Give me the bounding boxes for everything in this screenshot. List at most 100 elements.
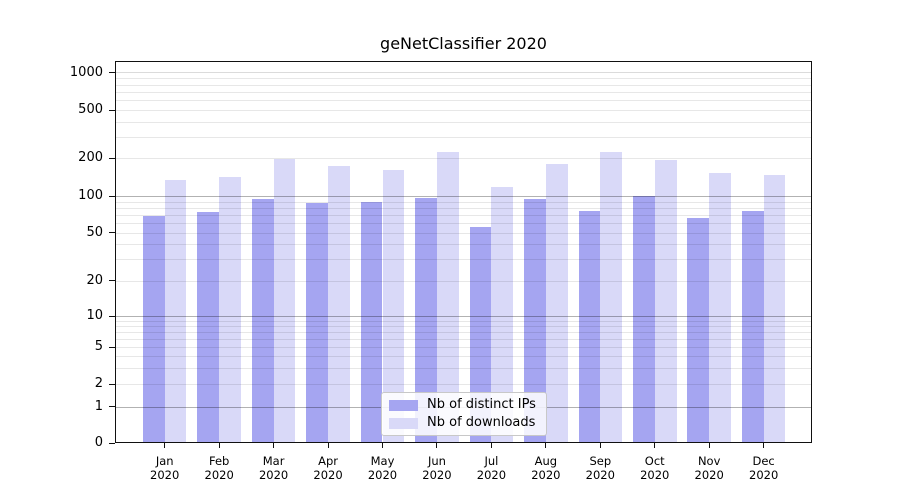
bar-mar-downloads <box>273 159 296 443</box>
y-tick-label-200: 200 <box>78 150 103 166</box>
gridline-y-40 <box>116 244 811 246</box>
x-tick-label-aug: Aug 2020 <box>516 454 576 482</box>
bar-feb-distinct-ips <box>197 211 220 443</box>
y-tick-label-2: 2 <box>94 376 103 391</box>
bar-nov-downloads <box>709 173 731 443</box>
gridline-y-80 <box>116 207 811 209</box>
gridline-y-90 <box>116 201 811 203</box>
x-tick-year: 2020 <box>367 467 398 482</box>
x-tick-month: Jun <box>427 454 446 468</box>
y-tick-label-500: 500 <box>78 102 103 117</box>
x-tick-year: 2020 <box>640 467 670 482</box>
gridline-y-1000 <box>116 72 811 74</box>
gridline-y-300 <box>116 136 811 138</box>
legend-swatch-downloads <box>389 417 418 429</box>
bar-dec-distinct-ips <box>741 210 764 443</box>
x-tick-month: May <box>370 454 395 468</box>
x-tick-mark-sep <box>599 443 601 449</box>
x-tick-month: Dec <box>752 454 775 468</box>
x-tick-year: 2020 <box>531 467 561 482</box>
x-tick-year: 2020 <box>150 467 180 482</box>
x-tick-label-mar: Mar 2020 <box>244 454 304 482</box>
gridline-y-100 <box>116 195 811 197</box>
bar-mar-distinct-ips <box>251 198 274 443</box>
x-tick-mark-feb <box>218 443 220 449</box>
x-tick-mark-jul <box>490 443 492 449</box>
x-tick-month: Jul <box>484 454 499 468</box>
y-tick-mark-10 <box>109 315 115 317</box>
y-tick-mark-1000 <box>109 72 115 73</box>
bar-jun-downloads <box>436 152 459 443</box>
y-tick-label-100: 100 <box>78 188 103 203</box>
x-tick-label-jan: Jan 2020 <box>135 454 195 482</box>
legend-item-downloads: Nb of downloads <box>389 416 536 430</box>
gridline-y-8 <box>116 326 811 328</box>
legend-item-distinct-ips: Nb of distinct IPs <box>389 398 536 412</box>
bar-jul-distinct-ips <box>469 226 492 443</box>
y-tick-label-50: 50 <box>86 224 103 240</box>
x-tick-month: Feb <box>208 454 230 468</box>
legend-swatch-distinct-ips <box>389 399 418 411</box>
y-tick-mark-50 <box>109 232 115 234</box>
y-tick-label-5: 5 <box>94 339 103 355</box>
x-tick-mark-apr <box>327 443 329 449</box>
bar-oct-distinct-ips <box>632 195 655 443</box>
x-tick-year: 2020 <box>694 467 724 482</box>
y-tick-label-20: 20 <box>86 272 103 288</box>
gridline-y-800 <box>116 84 811 86</box>
gridline-y-5 <box>116 347 811 349</box>
x-tick-year: 2020 <box>204 467 234 482</box>
y-tick-mark-100 <box>109 195 115 197</box>
bar-jan-downloads <box>164 180 187 443</box>
gridline-y-3 <box>116 367 811 369</box>
x-tick-month: Jan <box>155 454 174 468</box>
y-tick-label-1: 1 <box>94 398 103 414</box>
gridline-y-900 <box>116 78 811 80</box>
y-tick-mark-200 <box>109 157 115 159</box>
legend-label-downloads: Nb of downloads <box>427 415 536 430</box>
bar-may-downloads <box>382 169 405 443</box>
x-tick-year: 2020 <box>313 467 343 482</box>
gridline-y-2 <box>116 383 811 385</box>
x-tick-label-may: May 2020 <box>353 454 413 482</box>
gridline-y-200 <box>116 158 811 160</box>
x-tick-month: Apr <box>318 454 338 468</box>
bar-aug-downloads <box>545 164 568 443</box>
x-tick-month: Sep <box>589 454 612 468</box>
y-tick-mark-1 <box>109 406 115 408</box>
gridline-y-600 <box>116 100 811 102</box>
gridline-y-9 <box>116 320 811 322</box>
x-tick-year: 2020 <box>476 467 507 482</box>
y-tick-mark-20 <box>109 280 115 282</box>
y-tick-mark-500 <box>109 109 115 111</box>
x-tick-month: Oct <box>644 454 665 468</box>
y-tick-mark-5 <box>109 346 115 348</box>
y-tick-label-10: 10 <box>86 308 103 323</box>
bar-jan-distinct-ips <box>142 216 165 443</box>
bar-jul-downloads <box>491 187 514 443</box>
x-tick-label-oct: Oct 2020 <box>625 454 685 482</box>
x-tick-label-feb: Feb 2020 <box>189 454 249 482</box>
bar-apr-distinct-ips <box>306 203 329 443</box>
x-tick-mark-oct <box>654 443 656 449</box>
legend-label-distinct-ips: Nb of distinct IPs <box>427 397 536 412</box>
x-tick-label-apr: Apr 2020 <box>298 454 358 482</box>
bar-may-distinct-ips <box>360 201 383 443</box>
gridline-y-20 <box>116 280 811 282</box>
bar-feb-downloads <box>219 176 241 443</box>
bar-dec-downloads <box>763 174 786 443</box>
bar-apr-downloads <box>328 165 350 443</box>
gridline-y-400 <box>116 121 811 123</box>
gridline-y-7 <box>116 332 811 334</box>
y-tick-label-0: 0 <box>94 435 103 451</box>
legend: Nb of distinct IPs Nb of downloads <box>381 392 547 436</box>
y-tick-label-1000: 1000 <box>69 64 103 80</box>
x-tick-month: Aug <box>534 454 558 468</box>
x-tick-label-jul: Jul 2020 <box>461 454 521 482</box>
x-tick-mark-aug <box>545 443 547 449</box>
gridline-y-70 <box>116 214 811 216</box>
gridline-y-10 <box>116 315 811 317</box>
gridline-y-30 <box>116 259 811 261</box>
x-tick-mark-jun <box>436 443 438 449</box>
